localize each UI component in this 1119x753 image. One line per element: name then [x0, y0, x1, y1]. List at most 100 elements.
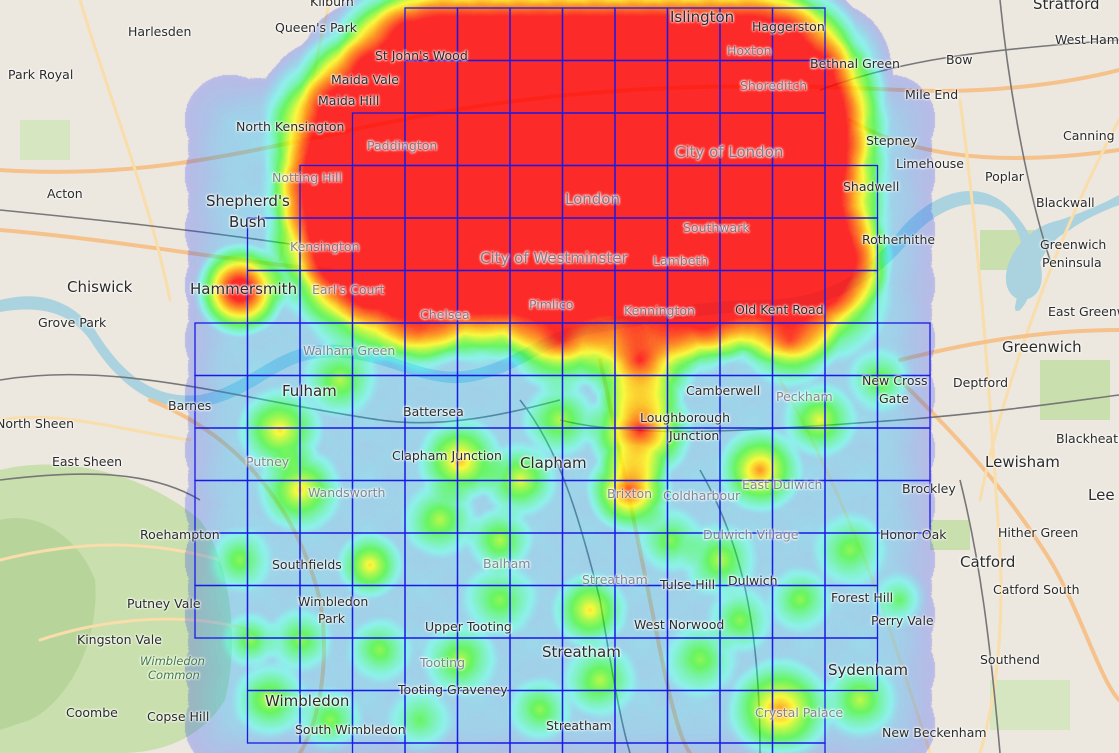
grid-cell [719, 164, 774, 219]
grid-cell [509, 427, 564, 482]
grid-cell [404, 532, 459, 587]
grid-cell [509, 479, 564, 534]
grid-cell [771, 374, 826, 429]
grid-cell [509, 112, 564, 167]
grid-cell [771, 427, 826, 482]
grid-cell [351, 742, 406, 753]
grid-cell [351, 164, 406, 219]
grid-cell [614, 374, 669, 429]
grid-cell [719, 689, 774, 744]
grid-cell [351, 427, 406, 482]
grid-cell [666, 427, 721, 482]
grid-cell [299, 269, 354, 324]
grid-cell [351, 374, 406, 429]
grid-cell [561, 217, 616, 272]
grid-cell [719, 322, 774, 377]
grid-cell [719, 374, 774, 429]
grid-cell [666, 164, 721, 219]
grid-cell [299, 479, 354, 534]
grid-cell [404, 374, 459, 429]
grid-cell [351, 637, 406, 692]
grid-cell [246, 584, 301, 639]
grid-cell [509, 217, 564, 272]
grid-cell [509, 637, 564, 692]
grid-cell [561, 532, 616, 587]
grid-cell [771, 742, 826, 753]
grid-cell [771, 217, 826, 272]
grid-cell [299, 532, 354, 587]
grid-cell [194, 427, 249, 482]
grid-cell [561, 584, 616, 639]
grid-cell [771, 479, 826, 534]
grid-cell [456, 479, 511, 534]
grid-cell [666, 584, 721, 639]
grid-cell [614, 427, 669, 482]
grid-cell [246, 217, 301, 272]
grid-cell [509, 269, 564, 324]
grid-cell [404, 322, 459, 377]
grid-cell [509, 7, 564, 62]
grid-cell [404, 217, 459, 272]
grid-cell [824, 427, 879, 482]
grid-cell [771, 164, 826, 219]
grid-cell [719, 112, 774, 167]
grid-cell [824, 637, 879, 692]
grid-cell [614, 217, 669, 272]
grid-cell [456, 7, 511, 62]
grid-cell [351, 532, 406, 587]
grid-cell [404, 584, 459, 639]
grid-cell [666, 374, 721, 429]
grid-cell [246, 269, 301, 324]
grid-cell [456, 374, 511, 429]
grid-cell [456, 112, 511, 167]
grid-cell [246, 479, 301, 534]
grid-cell [246, 427, 301, 482]
grid-cell [614, 112, 669, 167]
grid-cell [824, 164, 879, 219]
grid-cell [561, 742, 616, 753]
grid-cell [614, 269, 669, 324]
grid-cell [561, 479, 616, 534]
grid-cell [509, 59, 564, 114]
grid-cell [299, 164, 354, 219]
grid-cell [824, 269, 879, 324]
grid-cell [719, 59, 774, 114]
grid-cell [509, 374, 564, 429]
grid-cell [614, 689, 669, 744]
grid-cell [614, 322, 669, 377]
grid-cell [771, 59, 826, 114]
grid-cell [666, 59, 721, 114]
grid-cell [351, 112, 406, 167]
grid-cell [194, 374, 249, 429]
grid-cell [824, 374, 879, 429]
grid-cell [719, 269, 774, 324]
grid-cell [299, 637, 354, 692]
grid-cell [719, 637, 774, 692]
grid-cell [194, 584, 249, 639]
grid-cell [299, 689, 354, 744]
grid-cell [561, 689, 616, 744]
grid-cell [561, 637, 616, 692]
grid-cell [771, 322, 826, 377]
grid-cell [299, 584, 354, 639]
grid-cell [666, 322, 721, 377]
grid-cell [824, 322, 879, 377]
grid-cell [771, 584, 826, 639]
grid-cell [614, 637, 669, 692]
grid-cell [404, 7, 459, 62]
grid-cell [299, 322, 354, 377]
grid-cell [719, 584, 774, 639]
grid-cell [771, 7, 826, 62]
grid-cell [351, 689, 406, 744]
grid-cell [194, 322, 249, 377]
grid-cell [666, 532, 721, 587]
grid-cell [666, 637, 721, 692]
grid-cell [561, 322, 616, 377]
grid-cell [614, 59, 669, 114]
grid-cell [561, 269, 616, 324]
grid-cell [771, 532, 826, 587]
grid-cell [456, 742, 511, 753]
grid-cell [299, 217, 354, 272]
